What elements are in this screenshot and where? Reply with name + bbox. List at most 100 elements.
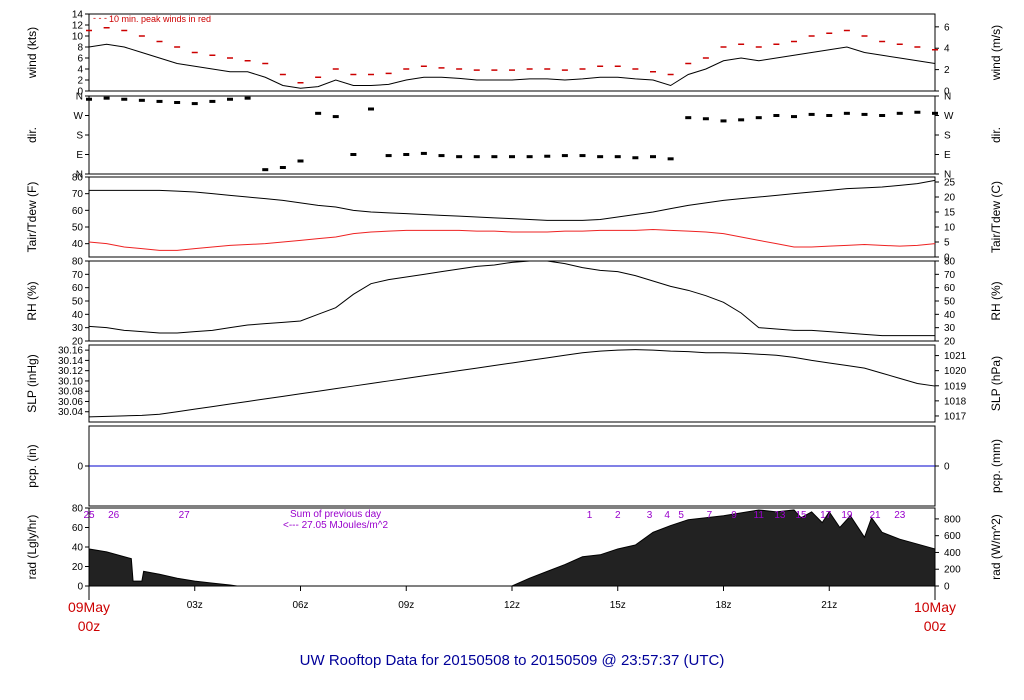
y-tick-label-right-rh: 50 <box>944 297 956 308</box>
y-tick-label-rad: 20 <box>72 562 84 573</box>
direction-point <box>755 116 762 120</box>
direction-point <box>244 96 251 100</box>
y-tick-label-wind: 8 <box>77 43 83 54</box>
y-tick-label-right-rad: 800 <box>944 514 961 525</box>
wind-speed-line <box>88 43 936 89</box>
y-tick-label-right-dir: N <box>944 92 951 103</box>
direction-point <box>473 155 480 159</box>
y-tick-label-right-rh: 60 <box>944 283 956 294</box>
direction-point <box>350 153 357 156</box>
direction-point <box>420 151 427 155</box>
panel-frame-rh <box>88 260 936 342</box>
y-tick-label-right-slp: 1020 <box>944 366 967 377</box>
y-tick-label-wind: 4 <box>77 65 83 76</box>
y-tick-label-wind: 14 <box>72 10 84 21</box>
y-tick-label-wind: 12 <box>72 21 84 32</box>
direction-point <box>121 97 128 101</box>
direction-point <box>385 154 392 158</box>
y-tick-label-right-rh: 30 <box>944 323 956 334</box>
end-hour-label: 00z <box>924 618 947 634</box>
y-tick-label-rad: 60 <box>72 523 84 534</box>
y-tick-label-right-dir: E <box>944 150 951 161</box>
panel-frame-temp <box>88 176 936 258</box>
y-tick-label-temp: 70 <box>72 189 84 200</box>
direction-point <box>650 155 656 159</box>
y-tick-label-slp: 30.14 <box>58 356 83 367</box>
y-tick-label-slp: 30.12 <box>58 366 83 377</box>
slp-line <box>88 349 936 418</box>
y-tick-label-wind: 2 <box>77 76 83 87</box>
sun-hour-label: 4 <box>664 510 670 521</box>
direction-point <box>86 97 92 101</box>
y-tick-label-rh: 80 <box>72 257 84 268</box>
direction-point <box>279 166 286 169</box>
y-axis-title-right-dir: dir. <box>989 127 1003 143</box>
y-tick-label-right-rad: 200 <box>944 565 961 576</box>
y-tick-label-right-dir: S <box>944 131 951 142</box>
y-tick-label-right-temp: 20 <box>944 193 956 204</box>
y-tick-label-right-dir: W <box>944 111 954 122</box>
y-tick-label-rh: 70 <box>72 270 84 281</box>
start-hour-label: 00z <box>78 618 101 634</box>
x-tick-label: 03z <box>187 600 203 611</box>
y-axis-title-right-pcp: pcp. (mm) <box>989 439 1003 493</box>
end-date-label: 10May <box>914 599 956 615</box>
y-tick-label-rh: 50 <box>72 297 84 308</box>
y-tick-label-dir: W <box>74 111 84 122</box>
direction-point <box>702 117 709 121</box>
y-axis-title-right-rh: RH (%) <box>989 281 1003 320</box>
direction-point <box>808 112 815 116</box>
direction-point <box>632 156 639 160</box>
sun-hour-label: 25 <box>83 510 95 521</box>
direction-point <box>914 110 921 114</box>
direction-point <box>738 118 745 122</box>
gust-legend-dash: - - - <box>93 13 107 23</box>
y-tick-label-right-rh: 40 <box>944 310 956 321</box>
sun-hour-label: 1 <box>587 510 593 521</box>
y-tick-label-dir: N <box>76 92 83 103</box>
direction-point <box>262 168 269 172</box>
y-axis-title-right-slp: SLP (hPa) <box>989 356 1003 411</box>
y-axis-title-rh: RH (%) <box>25 281 39 320</box>
sum-annotation-line-2: <--- 27.05 MJoules/m^2 <box>283 520 388 531</box>
y-tick-label-right-rad: 0 <box>944 582 950 593</box>
y-tick-label-rh: 20 <box>72 337 84 348</box>
direction-point <box>403 153 410 156</box>
y-tick-label-rh: 40 <box>72 310 84 321</box>
y-axis-title-rad: rad (Lgly/hr) <box>25 515 39 580</box>
y-tick-label-right-temp: 0 <box>944 253 950 264</box>
y-tick-label-dir: E <box>76 150 83 161</box>
y-tick-label-temp: 40 <box>72 239 84 250</box>
y-tick-label-right-wind: 0 <box>944 87 950 98</box>
direction-point <box>491 155 498 159</box>
sun-hour-label: 2 <box>615 510 621 521</box>
y-tick-label-dir: S <box>76 131 83 142</box>
direction-point <box>843 111 850 115</box>
direction-point <box>368 107 374 111</box>
direction-point <box>332 115 339 119</box>
direction-point <box>597 155 604 159</box>
sun-hour-label: 19 <box>841 510 853 521</box>
y-axis-title-pcp: pcp. (in) <box>25 444 39 487</box>
direction-point <box>456 155 463 159</box>
direction-point <box>614 155 621 159</box>
direction-point <box>861 112 868 116</box>
direction-point <box>509 155 515 159</box>
y-tick-label-right-wind: 6 <box>944 22 950 33</box>
y-tick-label-temp: 60 <box>72 206 84 217</box>
footer-title: UW Rooftop Data for 20150508 to 20150509… <box>300 652 725 669</box>
y-tick-label-rh: 60 <box>72 283 84 294</box>
y-tick-label-slp: 30.16 <box>58 346 83 357</box>
panel-frame-wind <box>88 13 936 92</box>
y-tick-label-temp: 50 <box>72 223 84 234</box>
direction-point <box>544 154 551 158</box>
x-tick-label: 09z <box>398 600 414 611</box>
direction-point <box>209 99 216 103</box>
y-tick-label-slp: 30.04 <box>58 407 83 418</box>
y-tick-label-right-temp: 25 <box>944 178 956 189</box>
sun-hour-label: 11 <box>754 510 765 521</box>
sun-hour-label: 7 <box>707 510 713 521</box>
direction-point <box>685 116 692 120</box>
gust-legend-text: 10 min. peak winds in red <box>109 14 211 24</box>
